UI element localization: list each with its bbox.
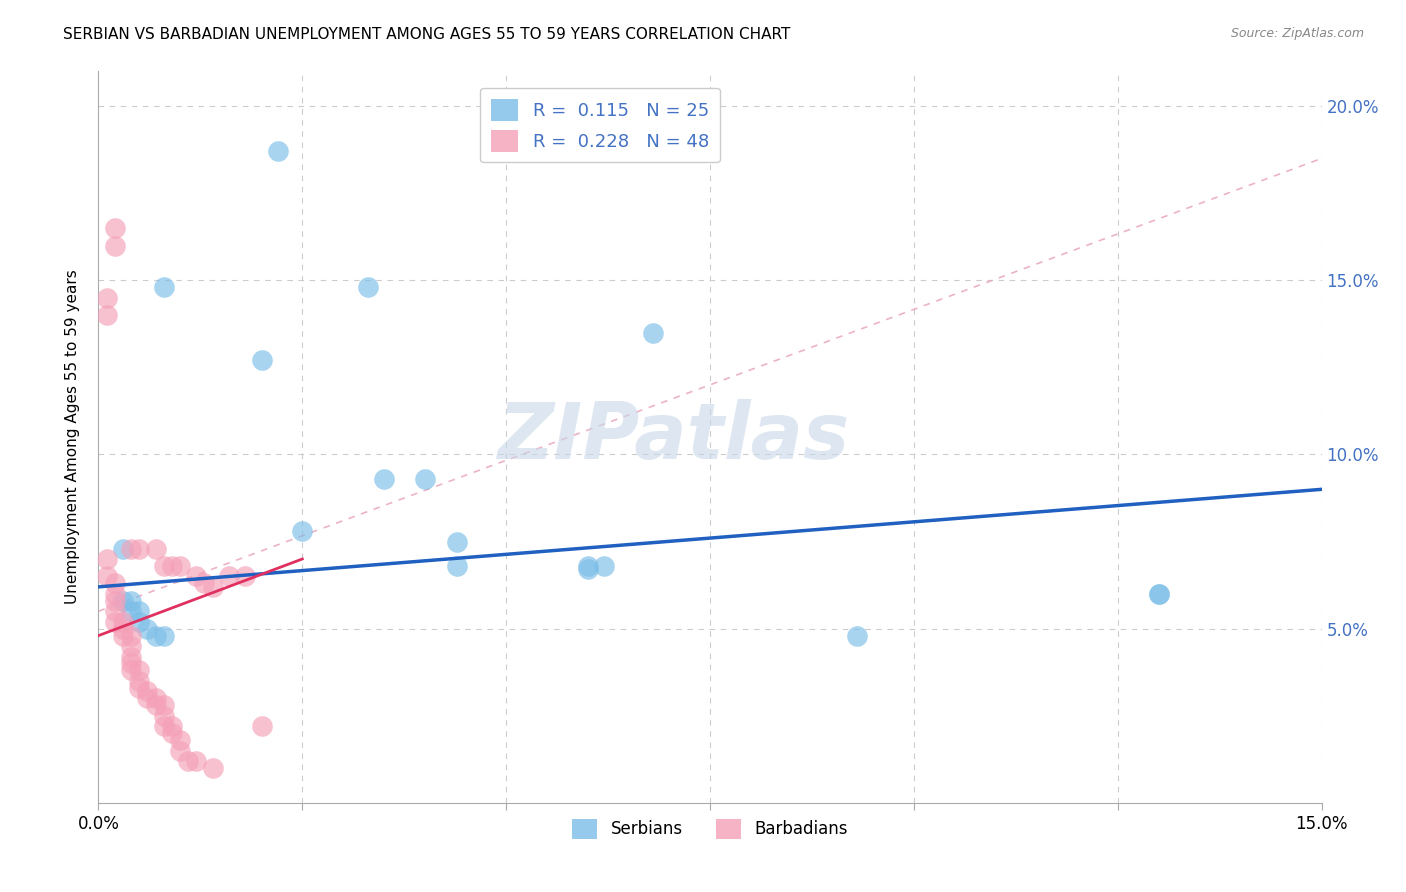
Point bbox=[120, 594, 142, 608]
Point bbox=[177, 754, 200, 768]
Point bbox=[152, 708, 174, 723]
Point bbox=[186, 754, 208, 768]
Point bbox=[145, 541, 167, 556]
Point bbox=[193, 576, 215, 591]
Point bbox=[576, 558, 599, 573]
Text: Source: ZipAtlas.com: Source: ZipAtlas.com bbox=[1230, 27, 1364, 40]
Point bbox=[128, 604, 150, 618]
Point bbox=[160, 726, 183, 740]
Point bbox=[356, 280, 378, 294]
Point bbox=[120, 629, 142, 643]
Point bbox=[120, 604, 142, 618]
Point bbox=[104, 594, 127, 608]
Point bbox=[152, 719, 174, 733]
Text: ZIPatlas: ZIPatlas bbox=[498, 399, 849, 475]
Point bbox=[145, 691, 167, 706]
Point bbox=[233, 569, 256, 583]
Point bbox=[218, 569, 240, 583]
Point bbox=[128, 664, 150, 678]
Point bbox=[96, 308, 118, 322]
Point bbox=[111, 622, 134, 636]
Point bbox=[128, 615, 150, 629]
Point bbox=[96, 569, 118, 583]
Point bbox=[845, 629, 868, 643]
Point bbox=[136, 622, 159, 636]
Point bbox=[111, 594, 134, 608]
Point bbox=[120, 664, 142, 678]
Point bbox=[576, 562, 599, 576]
Point bbox=[104, 615, 127, 629]
Point bbox=[1147, 587, 1170, 601]
Point bbox=[201, 761, 224, 775]
Point bbox=[446, 534, 468, 549]
Point bbox=[120, 649, 142, 664]
Point bbox=[152, 698, 174, 713]
Point bbox=[373, 472, 395, 486]
Point bbox=[1147, 587, 1170, 601]
Point bbox=[201, 580, 224, 594]
Point bbox=[169, 743, 191, 757]
Point bbox=[267, 145, 290, 159]
Point bbox=[104, 587, 127, 601]
Point bbox=[120, 541, 142, 556]
Point bbox=[446, 558, 468, 573]
Y-axis label: Unemployment Among Ages 55 to 59 years: Unemployment Among Ages 55 to 59 years bbox=[65, 269, 80, 605]
Point bbox=[145, 698, 167, 713]
Point bbox=[104, 238, 127, 252]
Point bbox=[160, 719, 183, 733]
Point bbox=[111, 615, 134, 629]
Point bbox=[96, 291, 118, 305]
Point bbox=[136, 691, 159, 706]
Point bbox=[291, 524, 314, 538]
Point bbox=[120, 657, 142, 671]
Point bbox=[104, 576, 127, 591]
Point bbox=[104, 604, 127, 618]
Point bbox=[111, 541, 134, 556]
Text: SERBIAN VS BARBADIAN UNEMPLOYMENT AMONG AGES 55 TO 59 YEARS CORRELATION CHART: SERBIAN VS BARBADIAN UNEMPLOYMENT AMONG … bbox=[63, 27, 790, 42]
Point bbox=[593, 558, 616, 573]
Point bbox=[186, 569, 208, 583]
Point bbox=[120, 639, 142, 653]
Point bbox=[641, 326, 664, 340]
Point bbox=[128, 681, 150, 695]
Legend: Serbians, Barbadians: Serbians, Barbadians bbox=[565, 812, 855, 846]
Point bbox=[152, 280, 174, 294]
Point bbox=[145, 629, 167, 643]
Point bbox=[169, 733, 191, 747]
Point bbox=[152, 629, 174, 643]
Point bbox=[250, 353, 273, 368]
Point bbox=[128, 673, 150, 688]
Point bbox=[111, 629, 134, 643]
Point bbox=[152, 558, 174, 573]
Point bbox=[136, 684, 159, 698]
Point bbox=[413, 472, 436, 486]
Point bbox=[104, 221, 127, 235]
Point bbox=[169, 558, 191, 573]
Point bbox=[160, 558, 183, 573]
Point bbox=[250, 719, 273, 733]
Point bbox=[96, 552, 118, 566]
Point bbox=[128, 541, 150, 556]
